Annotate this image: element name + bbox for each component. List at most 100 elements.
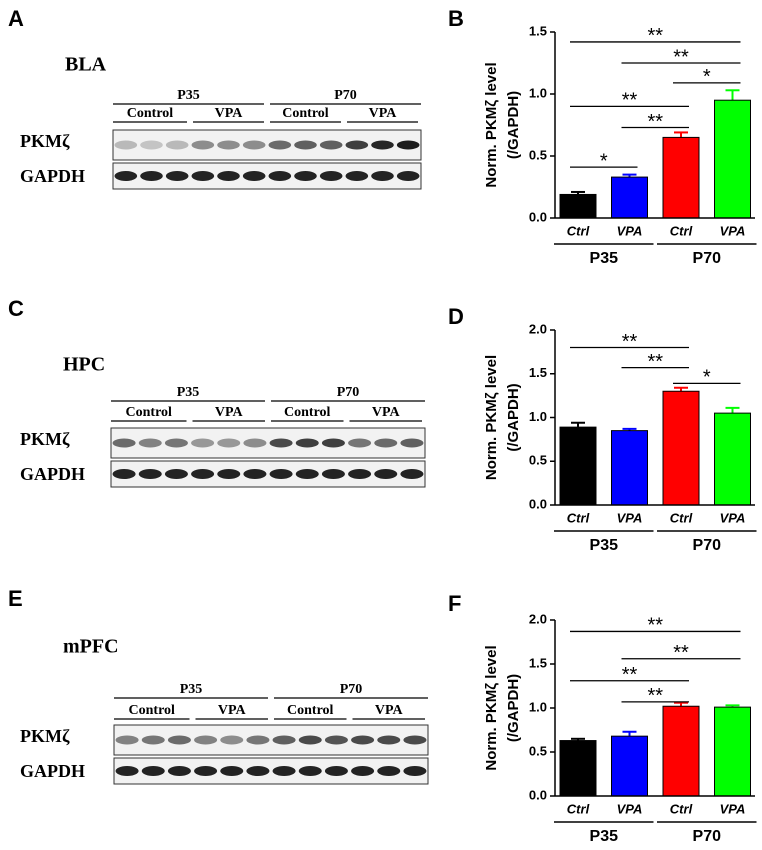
band: [371, 140, 394, 150]
band: [348, 469, 372, 479]
band: [324, 735, 348, 745]
significance-label: **: [647, 351, 663, 373]
band: [217, 171, 240, 181]
bar: [714, 412, 751, 506]
region-label: BLA: [65, 54, 107, 76]
subgroup-label: VPA: [375, 703, 404, 718]
band: [268, 140, 292, 150]
significance-label: **: [622, 331, 638, 353]
band: [112, 469, 136, 479]
band: [269, 438, 293, 448]
subgroup-label: Control: [287, 703, 334, 718]
y-tick-label: 2.0: [529, 611, 547, 626]
y-tick-label: 0.0: [529, 209, 547, 224]
band: [114, 171, 138, 181]
band: [246, 735, 270, 745]
x-tick-label: VPA: [617, 510, 643, 525]
significance-label: **: [647, 685, 663, 707]
y-tick-label: 1.0: [529, 409, 547, 424]
significance-label: *: [703, 66, 711, 88]
band: [191, 171, 215, 181]
band: [345, 140, 369, 150]
x-tick-label: VPA: [720, 801, 746, 816]
x-tick-label: Ctrl: [567, 510, 590, 525]
band: [191, 469, 215, 479]
y-tick-label: 1.5: [529, 365, 547, 380]
band: [295, 469, 319, 479]
significance-label: **: [647, 25, 663, 47]
band: [374, 469, 398, 479]
band: [217, 438, 241, 448]
band: [403, 766, 427, 776]
band: [164, 469, 188, 479]
panel-letter: E: [8, 586, 23, 611]
significance-label: **: [673, 642, 689, 664]
band: [348, 438, 372, 448]
group-label: P70: [693, 828, 722, 845]
y-tick-label: 1.5: [529, 655, 547, 670]
bar: [662, 390, 700, 506]
group-label: P70: [334, 88, 357, 103]
band: [374, 438, 398, 448]
x-tick-label: VPA: [617, 801, 643, 816]
band: [194, 766, 218, 776]
band: [295, 438, 319, 448]
band: [114, 140, 138, 150]
subgroup-label: Control: [127, 106, 174, 121]
band: [167, 766, 191, 776]
band: [377, 735, 401, 745]
band: [165, 140, 189, 150]
band: [324, 766, 348, 776]
significance-label: **: [673, 46, 689, 68]
band: [191, 140, 215, 150]
band: [403, 735, 427, 745]
group-label: P35: [590, 828, 619, 845]
band: [269, 469, 293, 479]
group-label: P70: [693, 250, 722, 267]
band: [396, 140, 420, 150]
significance-label: **: [622, 90, 638, 112]
y-tick-label: 0.0: [529, 496, 547, 511]
row-label: PKMζ: [20, 131, 70, 151]
blot-strip: [112, 129, 422, 161]
row-label: PKMζ: [20, 429, 70, 449]
band: [167, 735, 191, 745]
x-tick-label: Ctrl: [670, 510, 693, 525]
band: [115, 735, 139, 745]
region-label: mPFC: [63, 636, 119, 658]
band: [112, 438, 136, 448]
bar: [611, 176, 648, 219]
band: [138, 469, 162, 479]
subgroup-label: Control: [126, 405, 173, 420]
band: [377, 766, 401, 776]
band: [115, 766, 139, 776]
subgroup-label: Control: [129, 703, 176, 718]
y-axis-label: Norm. PKMζ level: [483, 355, 500, 480]
band: [268, 171, 292, 181]
y-axis-label: (/GAPDH): [505, 674, 522, 742]
bar: [662, 136, 700, 219]
group-label: P35: [590, 537, 619, 554]
band: [396, 171, 420, 181]
blot-strip: [112, 162, 422, 190]
subgroup-label: Control: [284, 405, 331, 420]
bar: [559, 740, 597, 797]
y-tick-label: 2.0: [529, 321, 547, 336]
band: [294, 171, 317, 181]
x-tick-label: Ctrl: [567, 801, 590, 816]
row-label: GAPDH: [20, 166, 85, 186]
subgroup-label: VPA: [215, 405, 244, 420]
band: [243, 438, 267, 448]
band: [242, 140, 266, 150]
bar: [559, 193, 597, 219]
bar: [662, 705, 700, 797]
blot-strip: [113, 724, 429, 756]
band: [319, 140, 343, 150]
group-label: P70: [337, 385, 360, 400]
band: [351, 735, 375, 745]
bar: [714, 99, 751, 219]
subgroup-label: VPA: [215, 106, 244, 121]
band: [371, 171, 394, 181]
group-label: P70: [693, 537, 722, 554]
bar: [559, 426, 597, 506]
